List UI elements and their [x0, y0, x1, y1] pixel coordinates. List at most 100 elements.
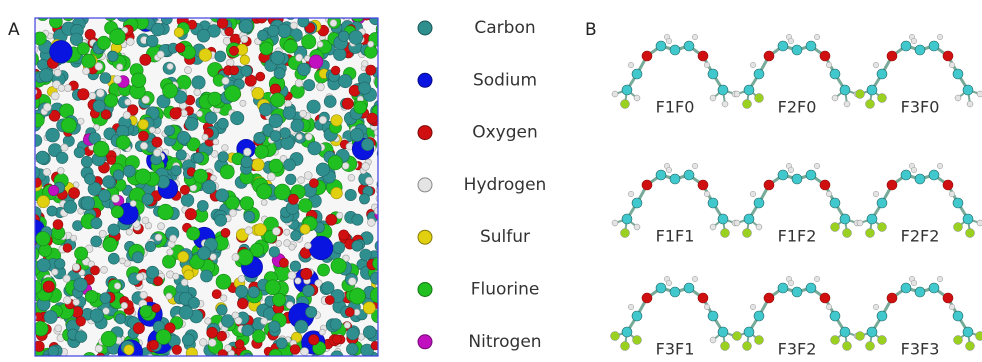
atom: [58, 85, 65, 92]
atom: [177, 131, 190, 144]
atom: [887, 51, 897, 61]
atom: [244, 211, 255, 222]
atom: [270, 131, 281, 142]
atom: [248, 287, 259, 298]
atom: [32, 178, 42, 188]
atom: [153, 149, 161, 157]
atom: [778, 41, 788, 51]
atom: [303, 285, 315, 297]
atom: [207, 327, 218, 338]
atom: [222, 145, 229, 152]
atom: [210, 175, 216, 181]
fluorine-atom: [621, 100, 630, 109]
atom: [877, 69, 887, 79]
atom: [53, 220, 63, 230]
atom: [632, 311, 642, 321]
atom: [201, 270, 213, 282]
fluorine-atom: [843, 229, 852, 238]
atom: [301, 268, 312, 279]
atom: [48, 185, 58, 195]
atom: [622, 214, 632, 224]
atom: [288, 194, 298, 204]
atom: [324, 96, 336, 108]
atom: [295, 320, 308, 333]
atom: [158, 204, 174, 220]
atom: [792, 174, 802, 184]
atom: [348, 278, 356, 286]
atom: [194, 89, 201, 96]
atom: [632, 198, 642, 208]
atom: [343, 13, 351, 21]
hydrogen-atom: [734, 220, 740, 226]
atom: [840, 327, 850, 337]
atom: [901, 41, 911, 51]
atom: [236, 285, 248, 297]
atom: [64, 85, 71, 92]
atom: [78, 118, 84, 124]
atom: [152, 304, 161, 313]
hydrogen-atom: [826, 191, 832, 197]
atom: [887, 293, 897, 303]
atom: [379, 179, 389, 189]
hydrogen-atom: [937, 34, 943, 40]
atom: [149, 127, 155, 133]
fluorine-atom: [621, 342, 630, 351]
atom: [963, 214, 973, 224]
atom: [140, 54, 151, 65]
atom: [103, 237, 117, 251]
hydrogen-atom: [704, 191, 710, 197]
hydrogen-atom: [710, 224, 716, 230]
atom: [358, 82, 370, 94]
atom: [296, 54, 303, 61]
atom: [240, 55, 250, 65]
atom: [345, 189, 356, 200]
atom: [205, 318, 212, 325]
atom: [90, 266, 99, 275]
atom: [112, 195, 120, 203]
atom: [177, 75, 191, 89]
atom: [242, 8, 253, 19]
atom: [64, 201, 77, 214]
atom: [123, 165, 135, 177]
molecule-label: F2F2: [901, 227, 940, 246]
atom: [200, 339, 208, 347]
atom: [55, 325, 62, 332]
atom: [377, 71, 390, 84]
atom: [225, 27, 234, 36]
atom: [308, 356, 316, 362]
atom: [43, 168, 50, 175]
atom: [240, 100, 246, 106]
atom: [39, 244, 52, 257]
atom: [142, 194, 153, 205]
hydrogen-atom: [612, 91, 618, 97]
atom: [331, 187, 343, 199]
atom: [208, 92, 222, 106]
atom: [142, 217, 149, 224]
atom: [309, 335, 319, 345]
atom: [252, 159, 264, 171]
atom: [298, 177, 305, 184]
atom: [215, 51, 226, 62]
atom: [166, 293, 172, 299]
atom: [197, 29, 210, 42]
atom: [339, 31, 350, 42]
atom: [162, 255, 175, 268]
atom: [764, 180, 774, 190]
atom: [670, 45, 680, 55]
atom: [171, 166, 181, 176]
atom: [953, 69, 963, 79]
atom: [178, 251, 189, 262]
atom: [274, 68, 285, 79]
atom: [830, 198, 840, 208]
hydrogen-atom: [873, 304, 879, 310]
atom: [299, 199, 313, 213]
atom: [368, 41, 374, 47]
atom: [367, 219, 375, 227]
atom: [96, 353, 105, 362]
hydrogen-atom: [911, 280, 917, 286]
atom: [317, 41, 323, 47]
atom: [867, 327, 877, 337]
atom: [126, 229, 132, 235]
atom: [93, 100, 105, 112]
atom: [309, 179, 318, 188]
